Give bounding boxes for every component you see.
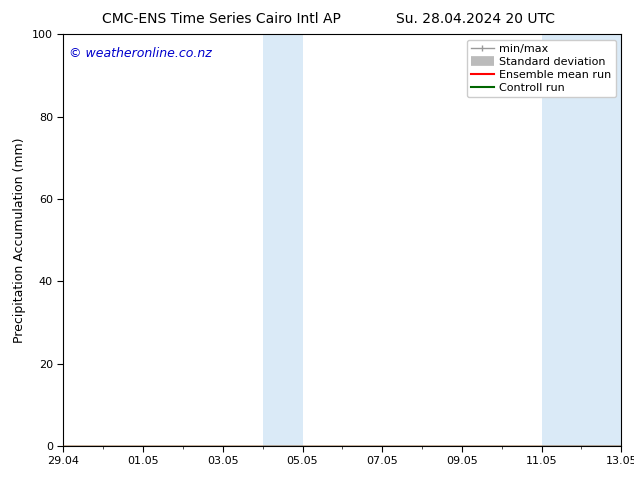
- Bar: [541, 34, 621, 446]
- Text: Su. 28.04.2024 20 UTC: Su. 28.04.2024 20 UTC: [396, 12, 555, 26]
- Text: CMC-ENS Time Series Cairo Intl AP: CMC-ENS Time Series Cairo Intl AP: [103, 12, 341, 26]
- Legend: min/max, Standard deviation, Ensemble mean run, Controll run: min/max, Standard deviation, Ensemble me…: [467, 40, 616, 97]
- Text: © weatheronline.co.nz: © weatheronline.co.nz: [69, 47, 212, 60]
- Bar: [262, 34, 302, 446]
- Y-axis label: Precipitation Accumulation (mm): Precipitation Accumulation (mm): [13, 137, 27, 343]
